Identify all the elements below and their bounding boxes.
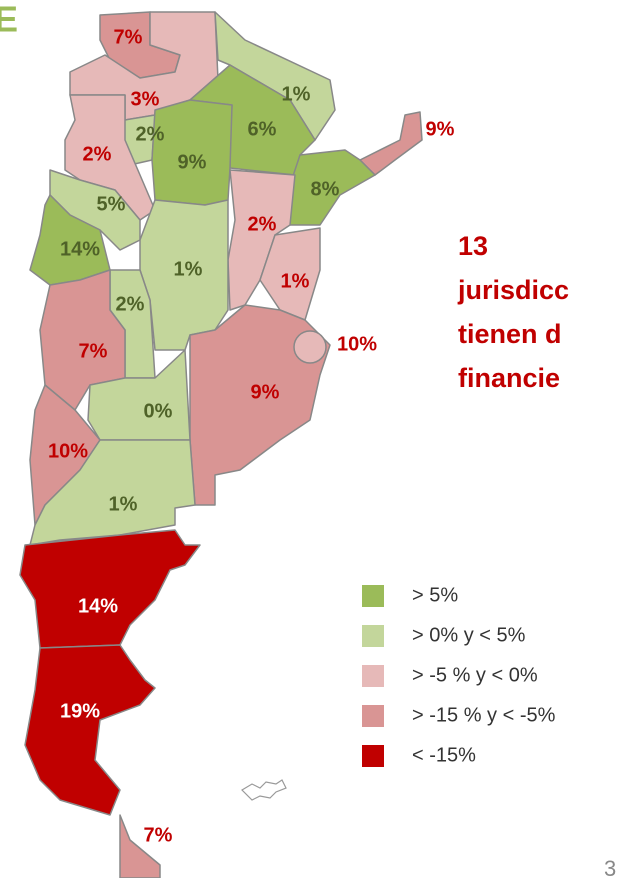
region: [293, 330, 327, 364]
region-label: 3%: [131, 88, 160, 110]
region: [227, 169, 296, 311]
page-number: 3: [604, 856, 616, 878]
region-label: 2%: [248, 213, 277, 235]
legend-swatch: [362, 665, 384, 687]
region-label: 2%: [136, 123, 165, 145]
region-label: 9%: [251, 381, 280, 403]
headline-line: 13: [458, 231, 488, 261]
legend-label: > -5 % y < 0%: [412, 664, 538, 686]
region-label: 7%: [114, 26, 143, 48]
region-label: 9%: [426, 118, 455, 140]
headline-line: jurisdicc: [457, 275, 569, 305]
region: [139, 199, 229, 351]
region-label: 1%: [281, 270, 310, 292]
map: 7%3% 1%6% 9%2%2% 9%8%5%2%14%1%1%2%7%9%10%0%…: [19, 11, 455, 878]
legend-label: > 0% y < 5%: [412, 624, 526, 646]
region: [87, 349, 191, 441]
headline-line: tienen d: [458, 319, 562, 349]
legend-swatch: [362, 745, 384, 767]
region-label: 10%: [337, 333, 377, 355]
region: [189, 304, 331, 506]
legend-swatch: [362, 705, 384, 727]
region: [24, 644, 156, 816]
region: [359, 111, 423, 176]
region-label: 9%: [178, 151, 207, 173]
region-label: 14%: [78, 595, 118, 617]
region-label: 1%: [282, 83, 311, 105]
region-label: 2%: [83, 143, 112, 165]
region-label: 8%: [311, 178, 340, 200]
headline-line: financie: [458, 363, 560, 393]
region-label: 6%: [248, 118, 277, 140]
region-label: 2%: [116, 293, 145, 315]
region: [119, 814, 161, 878]
region-label: 7%: [144, 824, 173, 846]
legend-label: > -15 % y < -5%: [412, 704, 556, 726]
region-label: 7%: [79, 340, 108, 362]
region-label: 14%: [60, 238, 100, 260]
region: [19, 529, 201, 649]
region-label: 19%: [60, 700, 100, 722]
legend-label: > 5%: [412, 584, 458, 606]
legend-swatch: [362, 625, 384, 647]
region-label: 10%: [48, 440, 88, 462]
region-label: 1%: [174, 258, 203, 280]
legend-swatch: [362, 585, 384, 607]
islands: [241, 779, 287, 801]
region-label: 1%: [109, 493, 138, 515]
region-label: 0%: [144, 400, 173, 422]
corner-letter: E: [0, 0, 18, 40]
region-label: 5%: [97, 193, 126, 215]
legend-label: < -15%: [412, 744, 476, 766]
